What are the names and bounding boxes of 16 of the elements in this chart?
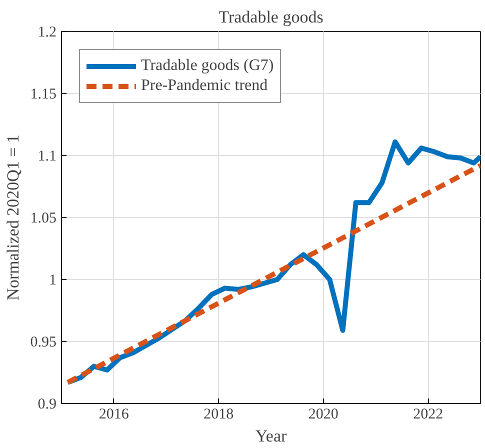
y-axis-title: Normalized 2020Q1 = 1 — [3, 134, 22, 300]
x-tick-label: 2016 — [98, 406, 130, 422]
y-tick-label: 0.9 — [38, 396, 56, 412]
y-tick-label: 1 — [49, 272, 56, 288]
y-tick-label: 0.95 — [30, 334, 56, 350]
x-tick-label: 2020 — [308, 406, 338, 422]
y-tick-label: 1.1 — [38, 148, 56, 164]
y-tick-label: 1.05 — [30, 210, 56, 226]
legend-label: Tradable goods (G7) — [141, 57, 274, 75]
x-tick-label: 2018 — [204, 406, 234, 422]
legend-label: Pre-Pandemic trend — [141, 77, 268, 95]
x-axis-title: Year — [255, 426, 287, 446]
x-tick-label: 2022 — [413, 406, 444, 422]
y-tick-label: 1.15 — [30, 86, 56, 102]
chart-title: Tradable goods — [218, 8, 324, 26]
y-tick-label: 1.2 — [38, 24, 56, 40]
